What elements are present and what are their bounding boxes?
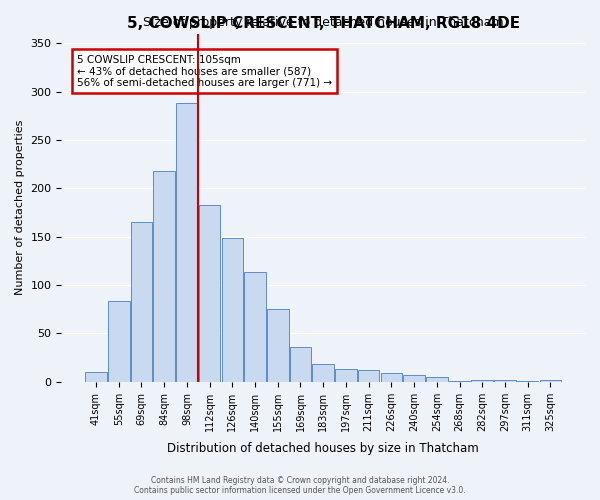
Bar <box>472 380 493 382</box>
Bar <box>267 310 289 382</box>
Bar <box>517 381 538 382</box>
Text: Size of property relative to detached houses in Thatcham: Size of property relative to detached ho… <box>143 16 503 28</box>
Bar <box>494 380 516 382</box>
Bar <box>85 372 107 382</box>
Bar <box>199 205 220 382</box>
Bar <box>313 364 334 382</box>
Text: 5 COWSLIP CRESCENT: 105sqm
← 43% of detached houses are smaller (587)
56% of sem: 5 COWSLIP CRESCENT: 105sqm ← 43% of deta… <box>77 54 332 88</box>
Bar <box>358 370 379 382</box>
Bar <box>380 373 402 382</box>
Bar <box>426 377 448 382</box>
Text: Contains HM Land Registry data © Crown copyright and database right 2024.
Contai: Contains HM Land Registry data © Crown c… <box>134 476 466 495</box>
Bar <box>449 381 470 382</box>
Bar <box>403 375 425 382</box>
Y-axis label: Number of detached properties: Number of detached properties <box>15 120 25 296</box>
Bar <box>335 369 357 382</box>
Bar <box>221 238 243 382</box>
Bar <box>290 347 311 382</box>
X-axis label: Distribution of detached houses by size in Thatcham: Distribution of detached houses by size … <box>167 442 479 455</box>
Bar <box>244 272 266 382</box>
Bar <box>154 171 175 382</box>
Bar <box>176 104 197 382</box>
Bar <box>108 300 130 382</box>
Bar <box>131 222 152 382</box>
Bar <box>539 380 561 382</box>
Title: 5, COWSLIP CRESCENT, THATCHAM, RG18 4DE: 5, COWSLIP CRESCENT, THATCHAM, RG18 4DE <box>127 16 520 31</box>
